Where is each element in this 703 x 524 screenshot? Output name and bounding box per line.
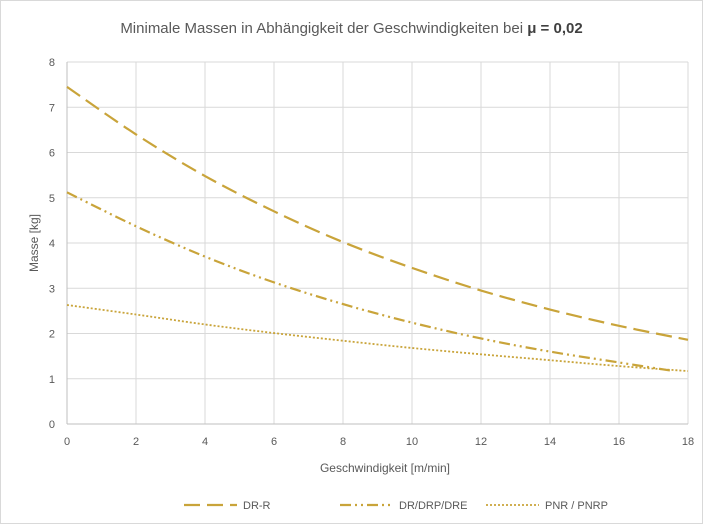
x-tick-label: 14 (544, 436, 556, 448)
y-tick-label: 2 (49, 329, 55, 341)
chart-title: Minimale Massen in Abhängigkeit der Gesc… (0, 20, 703, 37)
y-tick-label: 1 (49, 374, 55, 386)
x-tick-label: 10 (406, 436, 418, 448)
series-line-3 (66, 304, 689, 372)
legend: DR-R DR/DRP/DRE PNR / PNRP (184, 500, 608, 512)
x-tick-label: 12 (475, 436, 487, 448)
series-lines (66, 85, 689, 372)
x-tick-label: 4 (202, 436, 208, 448)
x-tick-label: 18 (682, 436, 694, 448)
y-tick-label: 3 (49, 283, 55, 295)
grid (67, 61, 689, 424)
y-tick-label: 8 (49, 57, 55, 69)
chart-title-text: Minimale Massen in Abhängigkeit der Gesc… (120, 20, 528, 37)
series-line-1 (66, 85, 689, 341)
legend-label-2: DR/DRP/DRE (399, 500, 467, 512)
chart-title-mu: μ = 0,02 (527, 20, 583, 37)
y-tick-label: 7 (49, 102, 55, 114)
y-axis-title: Masse [kg] (27, 214, 41, 272)
x-axis-title: Geschwindigkeit [m/min] (320, 461, 450, 475)
series-line-2 (66, 191, 671, 372)
x-tick-label: 2 (133, 436, 139, 448)
y-tick-label: 0 (49, 419, 55, 431)
legend-label-3: PNR / PNRP (545, 500, 608, 512)
y-tick-label: 4 (49, 238, 55, 250)
y-tick-label: 5 (49, 193, 55, 205)
x-tick-label: 16 (613, 436, 625, 448)
x-tick-label: 0 (64, 436, 70, 448)
x-tick-label: 8 (340, 436, 346, 448)
y-tick-label: 6 (49, 148, 55, 160)
legend-label-1: DR-R (243, 500, 271, 512)
x-tick-label: 6 (271, 436, 277, 448)
